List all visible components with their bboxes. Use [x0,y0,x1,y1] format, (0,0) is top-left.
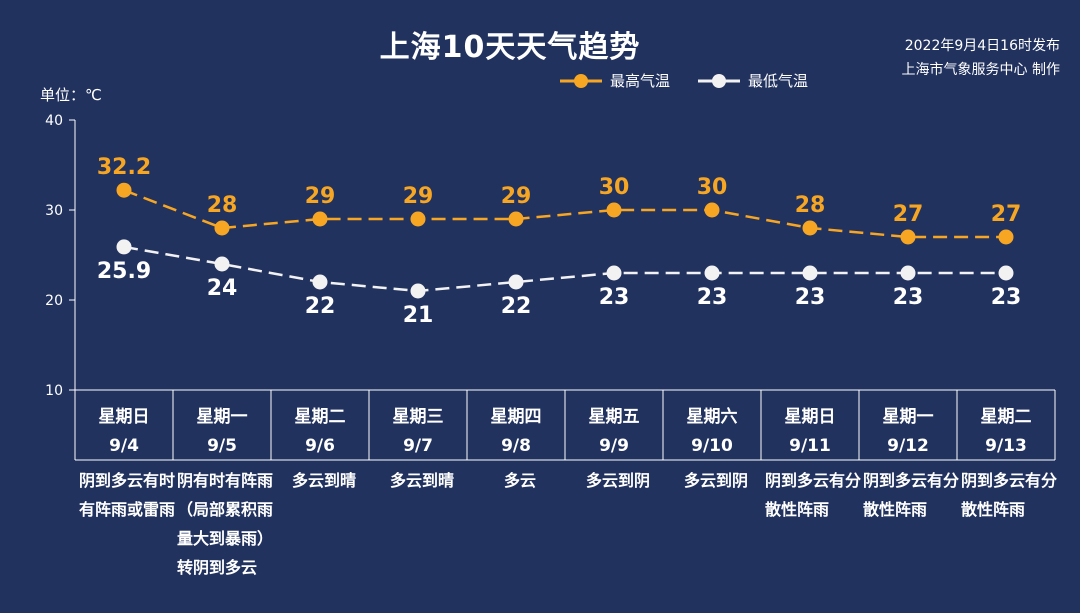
high-temp-point [606,202,622,218]
x-tick-date: 9/13 [985,436,1027,456]
low-temp-point [508,274,524,290]
low-temp-label: 23 [991,285,1022,310]
weather-description: 多云到阴 [585,471,650,490]
x-tick-weekday: 星期二 [295,407,346,427]
low-temp-point [998,265,1014,281]
high-temp-point [900,229,916,245]
x-tick-weekday: 星期二 [981,407,1032,427]
y-tick-label: 30 [45,203,63,219]
high-temp-label: 28 [207,193,238,218]
legend-item-high: 最高气温 [560,70,670,91]
x-tick-date: 9/6 [305,436,335,456]
low-temp-point [606,265,622,281]
high-temp-label: 27 [893,202,924,227]
y-tick-label: 10 [45,383,63,399]
weather-description: 多云到晴 [389,471,454,490]
low-temp-label: 23 [893,285,924,310]
high-temp-line [123,189,1006,239]
publish-agency: 上海市气象服务中心 制作 [901,62,1060,78]
x-tick-date: 9/7 [403,436,433,456]
x-tick-weekday: 星期三 [393,407,444,427]
legend-high-label: 最高气温 [610,72,671,90]
high-temp-label: 29 [501,184,532,209]
publish-info: 2022年9月4日16时发布 上海市气象服务中心 制作 [902,34,1060,82]
high-temp-label: 32.2 [97,155,151,180]
low-temp-line [123,245,1006,293]
x-tick-weekday: 星期五 [589,407,640,427]
weather-description: 阴到多云有时有阵雨或雷雨 [79,471,176,519]
high-temp-point [802,220,818,236]
high-temp-label: 29 [403,184,434,209]
high-temp-label: 28 [795,193,826,218]
legend: 最高气温 最低气温 [560,70,808,91]
weather-description: 多云到阴 [683,471,748,490]
x-tick-weekday: 星期四 [491,407,542,427]
low-temp-point [900,265,916,281]
legend-item-low: 最低气温 [698,70,808,91]
high-temp-point [116,182,132,198]
chart-title: 上海10天天气趋势 [379,30,641,65]
low-temp-label: 22 [501,294,532,319]
low-temp-label: 25.9 [97,259,151,284]
low-temp-point [214,256,230,272]
low-temp-label: 23 [697,285,728,310]
low-temp-label: 23 [599,285,630,310]
y-axis-unit: 单位：℃ [40,86,102,104]
low-temp-label: 21 [403,303,434,328]
high-temp-label: 29 [305,184,336,209]
high-temp-label: 30 [599,175,630,200]
x-tick-weekday: 星期六 [687,406,738,427]
x-tick-date: 9/11 [789,436,831,456]
weather-description: 多云 [503,471,536,490]
x-tick-date: 9/4 [109,436,139,456]
low-temp-label: 22 [305,294,336,319]
high-temp-point [704,202,720,218]
weather-description: 多云到晴 [291,471,356,490]
x-tick-date: 9/9 [599,436,629,456]
high-temp-label: 27 [991,202,1022,227]
x-tick-weekday: 星期日 [99,407,150,427]
low-temp-label: 24 [207,276,238,301]
x-tick-weekday: 星期一 [197,407,248,427]
legend-low-swatch [698,73,741,88]
y-tick-label: 20 [45,293,63,309]
high-temp-point [508,211,524,227]
low-temp-point [802,265,818,281]
legend-low-label: 最低气温 [748,72,809,90]
x-tick-date: 9/10 [691,436,733,456]
low-temp-label: 23 [795,285,826,310]
weather-description: 阴到多云有分散性阵雨 [863,471,960,519]
low-temp-point [410,283,426,299]
x-tick-date: 9/5 [207,436,237,456]
x-tick-date: 9/12 [887,436,929,456]
high-temp-label: 30 [697,175,728,200]
weather-description: 阴到多云有分散性阵雨 [765,471,862,519]
high-temp-point [410,211,426,227]
x-tick-weekday: 星期日 [785,407,836,427]
weather-description: 阴有时有阵雨（局部累积雨量大到暴雨）转阴到多云 [177,471,274,577]
weather-description: 阴到多云有分散性阵雨 [961,471,1058,519]
legend-high-swatch [560,73,602,88]
high-temp-point [312,211,328,227]
low-temp-point [116,239,132,255]
high-temp-point [214,220,230,236]
x-tick-weekday: 星期一 [883,407,934,427]
x-tick-date: 9/8 [501,436,531,456]
high-temp-point [998,229,1014,245]
low-temp-point [312,274,328,290]
publish-date: 2022年9月4日16时发布 [904,38,1060,54]
low-temp-point [704,265,720,281]
y-tick-label: 40 [45,113,63,129]
